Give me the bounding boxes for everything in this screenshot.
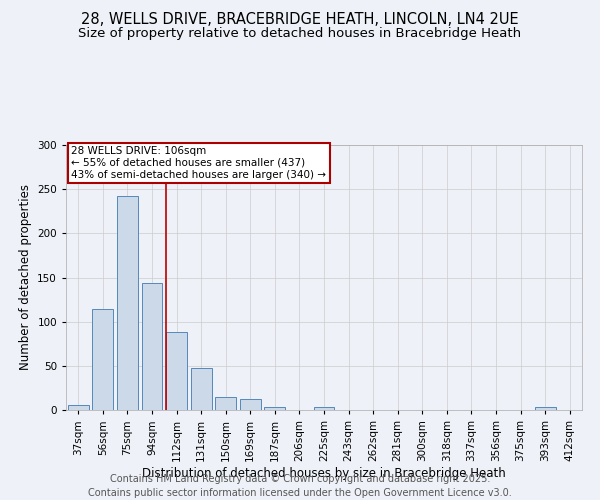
Bar	[117, 196, 138, 410]
Bar	[215, 397, 236, 410]
Text: 28 WELLS DRIVE: 106sqm
← 55% of detached houses are smaller (437)
43% of semi-de: 28 WELLS DRIVE: 106sqm ← 55% of detached…	[71, 146, 326, 180]
Bar	[314, 408, 334, 410]
Bar	[92, 310, 113, 410]
X-axis label: Distribution of detached houses by size in Bracebridge Heath: Distribution of detached houses by size …	[142, 466, 506, 479]
Bar	[142, 283, 163, 410]
Y-axis label: Number of detached properties: Number of detached properties	[19, 184, 32, 370]
Bar	[191, 368, 212, 410]
Text: 28, WELLS DRIVE, BRACEBRIDGE HEATH, LINCOLN, LN4 2UE: 28, WELLS DRIVE, BRACEBRIDGE HEATH, LINC…	[81, 12, 519, 28]
Bar	[535, 408, 556, 410]
Bar	[240, 400, 261, 410]
Bar	[265, 408, 286, 410]
Bar	[68, 404, 89, 410]
Text: Contains HM Land Registry data © Crown copyright and database right 2025.
Contai: Contains HM Land Registry data © Crown c…	[88, 474, 512, 498]
Bar	[166, 332, 187, 410]
Text: Size of property relative to detached houses in Bracebridge Heath: Size of property relative to detached ho…	[79, 28, 521, 40]
